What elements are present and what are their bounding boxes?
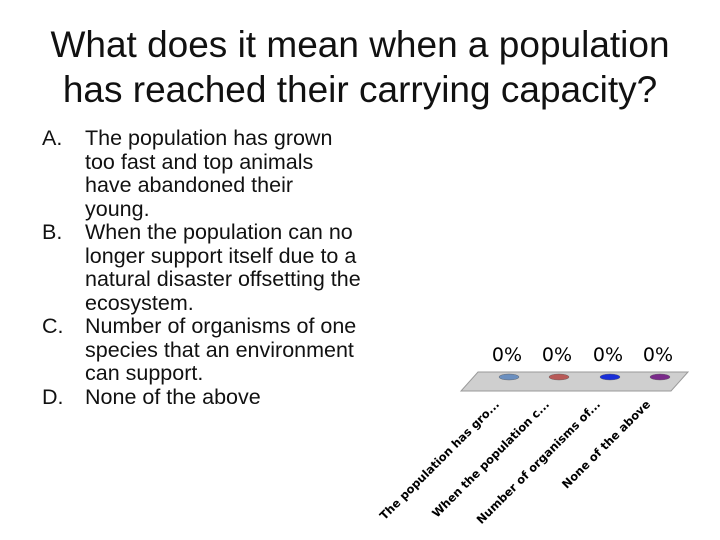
data-label: 0% xyxy=(593,344,623,366)
answer-option-c: C. Number of organisms of one species tha… xyxy=(42,314,362,386)
title-line-1: What does it mean when a population xyxy=(50,24,670,65)
chart-bar xyxy=(498,373,520,381)
category-label: None of the above xyxy=(559,397,653,491)
answer-letter: B. xyxy=(42,220,63,244)
chart-category-labels: The population has gro...When the popula… xyxy=(377,397,654,527)
answer-option-a: A. The population has grown too fast and … xyxy=(42,126,362,221)
answer-letter: A. xyxy=(42,126,63,150)
chart-bar xyxy=(649,373,671,381)
answer-text: None of the above xyxy=(85,384,261,409)
question-title: What does it mean when a population has … xyxy=(20,22,700,112)
answer-letter: C. xyxy=(42,314,64,338)
data-label: 0% xyxy=(492,344,522,366)
answer-text: When the population can no longer suppor… xyxy=(85,220,361,315)
chart-bar xyxy=(548,373,570,381)
answer-list: A. The population has grown too fast and … xyxy=(42,126,362,410)
data-label: 0% xyxy=(542,344,572,366)
title-line-2: has reached their carrying capacity? xyxy=(62,69,658,110)
answer-text: Number of organisms of one species that … xyxy=(85,314,357,385)
data-label: 0% xyxy=(643,344,673,366)
chart-bars xyxy=(498,373,671,381)
chart-data-labels: 0% 0% 0% 0% xyxy=(492,344,673,366)
response-bar-chart: 0% 0% 0% 0% The population has gro...When t… xyxy=(377,344,690,527)
answer-option-b: B. When the population can no longer supp… xyxy=(42,220,362,315)
chart-bar xyxy=(599,373,621,381)
answer-text: The population has grown too fast and to… xyxy=(85,126,333,221)
answer-option-d: D. None of the above xyxy=(42,384,362,410)
answer-letter: D. xyxy=(42,384,64,409)
